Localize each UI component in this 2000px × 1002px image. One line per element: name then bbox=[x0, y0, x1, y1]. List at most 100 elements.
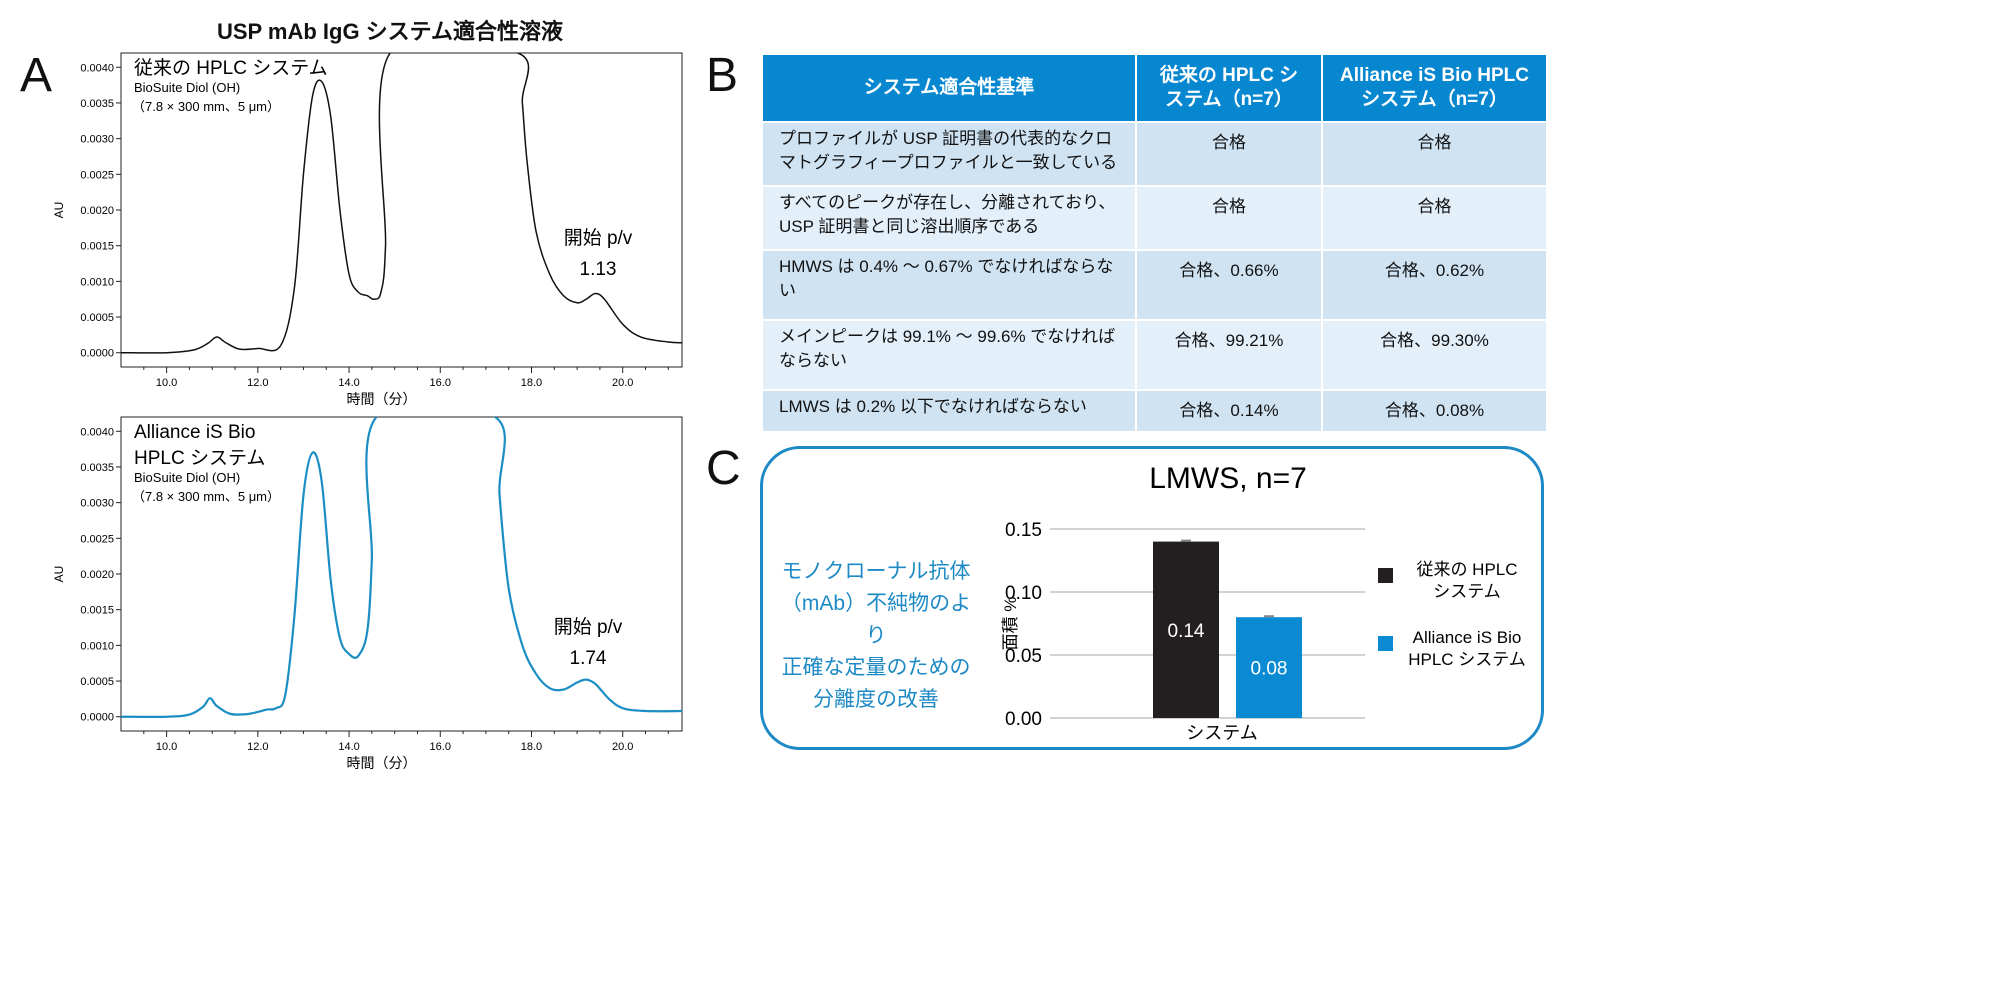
y-tick-label: 0.0000 bbox=[80, 712, 114, 724]
bar-data-label: 0.08 bbox=[1251, 659, 1288, 680]
x-tick-label: 14.0 bbox=[338, 377, 359, 389]
header-criteria: システム適合性基準 bbox=[761, 53, 1137, 123]
y-tick-label: 0.15 bbox=[1005, 520, 1042, 541]
x-tick-label: 18.0 bbox=[521, 741, 542, 753]
y-axis-label: 面積 % bbox=[1001, 597, 1020, 651]
chromatogram-conventional: 0.0000 0.0005 0.0010 0.0015 0.0020 0.0025 0.00… bbox=[52, 52, 683, 407]
y-tick-label: 0.0005 bbox=[80, 676, 114, 688]
x-tick-label: 20.0 bbox=[612, 377, 633, 389]
y-tick-label: 0.0035 bbox=[80, 462, 114, 474]
chromatogram-panel: 0.0000 0.0005 0.0010 0.0015 0.0020 0.0025 0.00… bbox=[52, 52, 683, 771]
x-tick-label: 12.0 bbox=[247, 741, 268, 753]
y-tick-label: 0.0020 bbox=[80, 569, 114, 581]
x-axis-label: 時間（分） bbox=[347, 755, 417, 771]
y-tick-label: 0.0010 bbox=[80, 276, 114, 288]
callout-line: 分離度の改善 bbox=[813, 688, 939, 711]
peak-annotation: 開始 p/v bbox=[564, 227, 633, 249]
page-title: USP mAb IgG システム適合性溶液 bbox=[216, 19, 564, 44]
table-row: HMWS は 0.4% 〜 0.67% でなければならない 合格、0.66% 合… bbox=[761, 249, 1548, 321]
plot-frame bbox=[120, 52, 683, 368]
y-tick-label: 0.10 bbox=[1005, 583, 1042, 604]
y-tick-label: 0.00 bbox=[1005, 709, 1042, 730]
alliance-result: 合格 bbox=[1321, 185, 1548, 251]
x-axis-label: 時間（分） bbox=[347, 391, 417, 407]
table-row: LMWS は 0.2% 以下でなければならない 合格、0.14% 合格、0.08… bbox=[761, 389, 1548, 433]
criterion-cell: プロファイルが USP 証明書の代表的なクロマトグラフィープロファイルと一致して… bbox=[761, 121, 1137, 187]
conventional-result: 合格、0.66% bbox=[1135, 249, 1323, 321]
bar bbox=[1153, 541, 1219, 718]
bar-data-label: 0.14 bbox=[1168, 621, 1205, 642]
criterion-cell: すべてのピークが存在し、分離されており、USP 証明書と同じ溶出順序である bbox=[761, 185, 1137, 251]
x-axis-label: システム bbox=[1186, 723, 1257, 743]
y-tick-label: 0.0000 bbox=[80, 348, 114, 360]
callout-line: （mAb）不純物のより bbox=[780, 592, 972, 647]
chromatogram-trace bbox=[121, 417, 682, 718]
y-tick-label: 0.0015 bbox=[80, 605, 114, 617]
y-tick-label: 0.0040 bbox=[80, 62, 114, 74]
callout-text: モノクローナル抗体 （mAb）不純物のより 正確な定量のための 分離度の改善 bbox=[776, 556, 976, 716]
legend-label: Alliance iS Bio HPLC システム bbox=[1408, 628, 1526, 669]
table-row: メインピークは 99.1% 〜 99.6% でなければならない 合格、99.21… bbox=[761, 319, 1548, 391]
legend-label: 従来の HPLC システム bbox=[1416, 560, 1517, 601]
bar bbox=[1236, 617, 1302, 718]
y-tick-label: 0.0020 bbox=[80, 205, 114, 217]
panel-letter-c: C bbox=[706, 442, 741, 495]
callout-line: 正確な定量のための bbox=[781, 656, 971, 679]
criteria-table: システム適合性基準 従来の HPLC システム（n=7） Alliance iS… bbox=[761, 53, 1548, 433]
callout-line: モノクローナル抗体 bbox=[781, 560, 971, 583]
criterion-cell: LMWS は 0.2% 以下でなければならない bbox=[761, 389, 1137, 433]
alliance-result: 合格 bbox=[1321, 121, 1548, 187]
chromatogram-trace bbox=[121, 53, 682, 354]
x-tick-label: 18.0 bbox=[521, 377, 542, 389]
y-tick-label: 0.0025 bbox=[80, 169, 114, 181]
inset-subtitle: （7.8 × 300 mm、5 μm） bbox=[132, 99, 280, 114]
x-tick-label: 10.0 bbox=[156, 741, 177, 753]
y-tick-label: 0.0040 bbox=[80, 426, 114, 438]
criterion-cell: メインピークは 99.1% 〜 99.6% でなければならない bbox=[761, 319, 1137, 391]
chart-title: LMWS, n=7 bbox=[1149, 462, 1307, 495]
inset-title: Alliance iS Bio bbox=[134, 422, 255, 443]
x-tick-label: 16.0 bbox=[430, 377, 451, 389]
inset-title: 従来の HPLC システム bbox=[134, 57, 328, 79]
inset-title: HPLC システム bbox=[134, 448, 265, 469]
peak-annotation: 開始 p/v bbox=[554, 616, 623, 638]
table-row: すべてのピークが存在し、分離されており、USP 証明書と同じ溶出順序である 合格… bbox=[761, 185, 1548, 251]
panel-letter-b: B bbox=[706, 49, 739, 102]
conventional-result: 合格 bbox=[1135, 121, 1323, 187]
chromatogram-alliance: 0.0000 0.0005 0.0010 0.0015 0.0020 0.0025 0.00… bbox=[52, 416, 683, 771]
y-tick-label: 0.0025 bbox=[80, 533, 114, 545]
alliance-result: 合格、99.30% bbox=[1321, 319, 1548, 391]
lmws-bar-chart: LMWS, n=7 0.00 0.05 0.10 0.15 面積 % 0.14 0.08 システ… bbox=[1001, 462, 1526, 743]
inset-subtitle: BioSuite Diol (OH) bbox=[134, 80, 240, 95]
conventional-result: 合格 bbox=[1135, 185, 1323, 251]
inset-subtitle: （7.8 × 300 mm、5 μm） bbox=[132, 489, 280, 504]
criterion-cell: HMWS は 0.4% 〜 0.67% でなければならない bbox=[761, 249, 1137, 321]
y-tick-label: 0.0015 bbox=[80, 241, 114, 253]
y-tick-label: 0.0030 bbox=[80, 134, 114, 146]
y-tick-label: 0.0030 bbox=[80, 498, 114, 510]
x-tick-label: 14.0 bbox=[338, 741, 359, 753]
alliance-result: 合格、0.08% bbox=[1321, 389, 1548, 433]
header-conventional: 従来の HPLC システム（n=7） bbox=[1135, 53, 1323, 123]
header-alliance: Alliance iS Bio HPLC システム（n=7） bbox=[1321, 53, 1548, 123]
table-row: プロファイルが USP 証明書の代表的なクロマトグラフィープロファイルと一致して… bbox=[761, 121, 1548, 187]
conventional-result: 合格、0.14% bbox=[1135, 389, 1323, 433]
legend-swatch bbox=[1378, 568, 1393, 583]
table-header-row: システム適合性基準 従来の HPLC システム（n=7） Alliance iS… bbox=[761, 53, 1548, 123]
alliance-result: 合格、0.62% bbox=[1321, 249, 1548, 321]
y-axis-label: AU bbox=[52, 202, 66, 219]
plot-frame bbox=[120, 416, 683, 732]
y-tick-label: 0.0010 bbox=[80, 640, 114, 652]
y-tick-label: 0.05 bbox=[1005, 646, 1042, 667]
y-tick-label: 0.0005 bbox=[80, 312, 114, 324]
legend-swatch bbox=[1378, 636, 1393, 651]
panel-letter-a: A bbox=[20, 49, 53, 102]
peak-annotation-value: 1.74 bbox=[570, 648, 607, 669]
conventional-result: 合格、99.21% bbox=[1135, 319, 1323, 391]
y-axis-label: AU bbox=[52, 566, 66, 583]
x-tick-label: 10.0 bbox=[156, 377, 177, 389]
x-tick-label: 12.0 bbox=[247, 377, 268, 389]
x-tick-label: 20.0 bbox=[612, 741, 633, 753]
y-tick-label: 0.0035 bbox=[80, 98, 114, 110]
peak-annotation-value: 1.13 bbox=[580, 259, 617, 280]
